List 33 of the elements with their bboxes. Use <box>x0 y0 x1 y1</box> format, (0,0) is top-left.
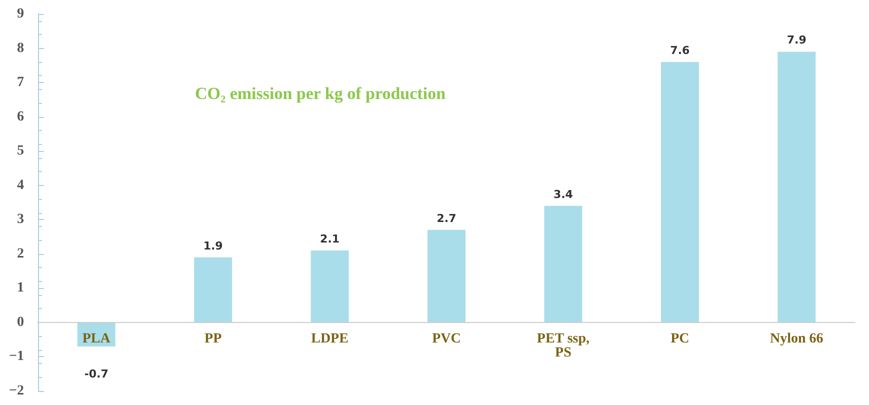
y-tick-label: 6 <box>17 109 24 124</box>
data-label: 2.7 <box>436 212 456 225</box>
x-tick-label: PLA <box>82 332 112 346</box>
y-tick-label: 1 <box>17 280 24 296</box>
y-tick-label: 4 <box>17 178 24 193</box>
bar <box>194 257 232 322</box>
y-tick-label: 9 <box>17 6 24 22</box>
y-tick-label: 3 <box>17 212 24 228</box>
data-label: 1.9 <box>203 239 223 252</box>
x-tick-label: PVC <box>432 332 461 346</box>
data-label: 7.9 <box>786 34 806 47</box>
x-tick-label: PET ssp, PS <box>536 332 590 360</box>
x-tick-label: PC <box>670 332 690 346</box>
bar <box>660 62 699 322</box>
bar <box>428 230 466 322</box>
y-tick-label: 0 <box>17 314 24 330</box>
y-tick-label: 2 <box>17 246 24 262</box>
y-tick-label: −1 <box>9 349 24 364</box>
data-label: 7.6 <box>670 44 690 57</box>
x-tick-label: Nylon 66 <box>770 332 824 346</box>
y-tick-label: 7 <box>17 75 24 90</box>
data-label: 2.1 <box>320 232 340 246</box>
bar <box>778 52 816 322</box>
y-tick-label: 8 <box>17 40 24 56</box>
x-tick-label: LDPE <box>311 332 348 346</box>
x-tick-label: PP <box>204 332 222 346</box>
data-label: 3.4 <box>553 188 574 201</box>
bar <box>544 206 582 322</box>
bar <box>310 250 349 322</box>
y-tick-label: 5 <box>17 144 24 159</box>
data-label: -0.7 <box>84 367 108 380</box>
y-tick-label: −2 <box>9 384 24 398</box>
text: CO₂ emission per kg of production <box>195 84 446 103</box>
